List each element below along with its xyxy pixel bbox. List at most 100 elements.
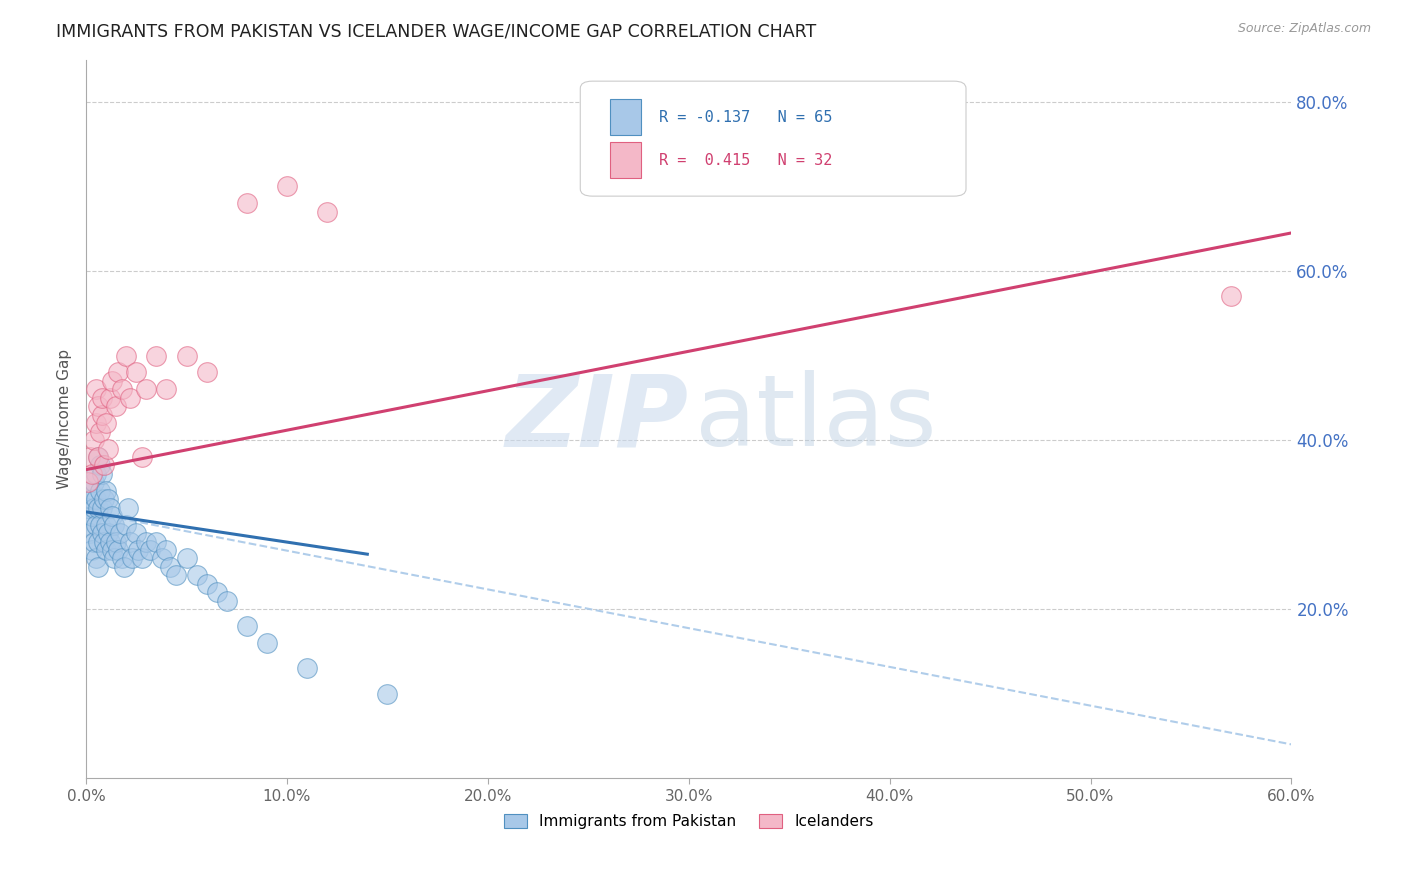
Point — [186, 568, 208, 582]
Point — [127, 543, 149, 558]
Point — [87, 450, 110, 464]
Point — [82, 467, 104, 481]
Point — [145, 534, 167, 549]
Point — [107, 543, 129, 558]
FancyBboxPatch shape — [581, 81, 966, 196]
Point — [176, 551, 198, 566]
Point — [87, 399, 110, 413]
Y-axis label: Wage/Income Gap: Wage/Income Gap — [58, 349, 72, 489]
Point — [84, 382, 107, 396]
Point — [131, 450, 153, 464]
Point — [91, 467, 114, 481]
Point — [236, 196, 259, 211]
Point — [91, 408, 114, 422]
Point — [91, 500, 114, 515]
Point — [93, 492, 115, 507]
Point — [135, 534, 157, 549]
Point — [111, 551, 134, 566]
Point — [98, 500, 121, 515]
Point — [79, 526, 101, 541]
Point — [91, 391, 114, 405]
Point — [131, 551, 153, 566]
Point — [110, 526, 132, 541]
Point — [205, 585, 228, 599]
Point — [97, 526, 120, 541]
Point — [79, 450, 101, 464]
Point — [112, 559, 135, 574]
Text: ZIP: ZIP — [506, 370, 689, 467]
Text: Source: ZipAtlas.com: Source: ZipAtlas.com — [1237, 22, 1371, 36]
Point — [139, 543, 162, 558]
Point — [98, 391, 121, 405]
Point — [93, 458, 115, 473]
Point — [117, 500, 139, 515]
Point — [145, 349, 167, 363]
Legend: Immigrants from Pakistan, Icelanders: Immigrants from Pakistan, Icelanders — [498, 808, 880, 835]
Point — [77, 475, 100, 490]
Point — [101, 543, 124, 558]
Point — [135, 382, 157, 396]
Point — [105, 399, 128, 413]
Point — [195, 366, 218, 380]
Point — [89, 458, 111, 473]
Point — [1220, 289, 1243, 303]
Point — [107, 366, 129, 380]
Point — [103, 517, 125, 532]
Point — [84, 517, 107, 532]
Point — [96, 416, 118, 430]
Point — [87, 534, 110, 549]
Point — [83, 500, 105, 515]
Point — [115, 517, 138, 532]
Point — [96, 543, 118, 558]
Point — [103, 551, 125, 566]
Point — [155, 382, 177, 396]
Point — [236, 619, 259, 633]
Point — [120, 534, 142, 549]
Text: atlas: atlas — [695, 370, 936, 467]
Point — [82, 492, 104, 507]
Point — [84, 467, 107, 481]
Point — [115, 349, 138, 363]
Point — [83, 534, 105, 549]
Point — [256, 636, 278, 650]
Bar — [610, 142, 641, 178]
Point — [125, 526, 148, 541]
Point — [84, 492, 107, 507]
Point — [295, 661, 318, 675]
Point — [89, 483, 111, 498]
Point — [121, 551, 143, 566]
Point — [82, 543, 104, 558]
Text: R = -0.137   N = 65: R = -0.137 N = 65 — [658, 110, 832, 125]
Point — [166, 568, 188, 582]
Point — [87, 559, 110, 574]
Point — [83, 475, 105, 490]
Point — [377, 687, 399, 701]
Point — [120, 391, 142, 405]
Point — [176, 349, 198, 363]
Point — [152, 551, 174, 566]
Point — [87, 500, 110, 515]
Point — [93, 534, 115, 549]
Point — [87, 450, 110, 464]
Point — [84, 416, 107, 430]
Point — [195, 576, 218, 591]
Bar — [610, 99, 641, 135]
Point — [215, 593, 238, 607]
Point — [89, 425, 111, 439]
Point — [77, 500, 100, 515]
Point — [97, 442, 120, 456]
Point — [89, 517, 111, 532]
Text: R =  0.415   N = 32: R = 0.415 N = 32 — [658, 153, 832, 168]
Point — [91, 526, 114, 541]
Point — [276, 179, 298, 194]
Point — [316, 204, 339, 219]
Point — [159, 559, 181, 574]
Point — [77, 517, 100, 532]
Point — [84, 551, 107, 566]
Point — [111, 382, 134, 396]
Point — [98, 534, 121, 549]
Point — [155, 543, 177, 558]
Point — [125, 366, 148, 380]
Point — [83, 433, 105, 447]
Point — [97, 492, 120, 507]
